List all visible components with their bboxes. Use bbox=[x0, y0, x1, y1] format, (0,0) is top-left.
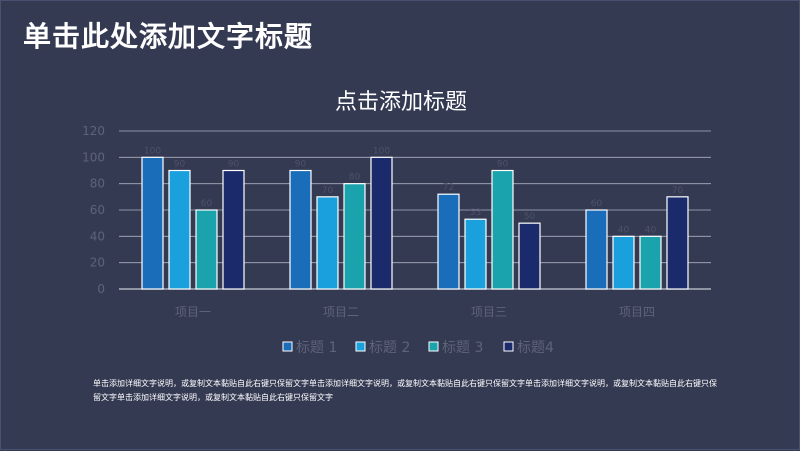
bar bbox=[639, 235, 662, 290]
data-label: 60 bbox=[201, 199, 213, 209]
x-category-label: 项目二 bbox=[323, 305, 359, 319]
data-label: 100 bbox=[144, 146, 161, 156]
bar bbox=[464, 218, 487, 290]
legend-swatch bbox=[355, 341, 366, 352]
bar bbox=[437, 193, 460, 290]
y-tick-label: 60 bbox=[90, 203, 105, 217]
bar bbox=[491, 169, 514, 290]
data-label: 50 bbox=[524, 212, 536, 222]
bar bbox=[370, 156, 393, 290]
chart-labels: 0 20 40 60 80 100 120 100 90 60 90 项目一 90 70 80 100 项目二 7… bbox=[82, 124, 683, 319]
data-label: 90 bbox=[228, 160, 240, 170]
data-label: 72 bbox=[443, 183, 454, 193]
slide-title: 单击此处添加文字标题 bbox=[23, 20, 314, 53]
x-category-label: 项目一 bbox=[175, 305, 211, 319]
bar bbox=[141, 156, 164, 290]
y-tick-label: 0 bbox=[97, 282, 105, 296]
y-tick-label: 40 bbox=[90, 229, 105, 243]
chart-grid bbox=[119, 130, 711, 290]
data-label: 60 bbox=[591, 199, 603, 209]
legend-label: 标题4 bbox=[517, 340, 554, 356]
data-label: 40 bbox=[645, 225, 657, 235]
x-category-label: 项目三 bbox=[471, 305, 507, 319]
chart-bars bbox=[141, 156, 689, 290]
caption-text: 单击添加详细文字说明，或复制文本黏贴自此右键只保留文字单击添加详细文字说明，或复… bbox=[93, 379, 717, 402]
data-label: 53 bbox=[470, 208, 481, 218]
bar bbox=[222, 169, 245, 290]
bar bbox=[316, 196, 339, 290]
legend-swatch bbox=[503, 341, 514, 352]
x-category-label: 项目四 bbox=[619, 305, 655, 319]
data-label: 90 bbox=[497, 160, 509, 170]
bar bbox=[343, 183, 366, 290]
legend-label: 标题 1 bbox=[296, 340, 337, 356]
bar bbox=[612, 235, 635, 290]
y-tick-label: 120 bbox=[82, 124, 105, 138]
data-label: 70 bbox=[672, 186, 684, 196]
bar bbox=[168, 169, 191, 290]
chart-title: 点击添加标题 bbox=[335, 90, 467, 115]
chart-legend: 标题 1 标题 2 标题 3 标题4 bbox=[282, 340, 554, 356]
data-label: 40 bbox=[618, 225, 630, 235]
bar bbox=[195, 209, 218, 290]
data-label: 100 bbox=[373, 146, 390, 156]
legend-swatch bbox=[282, 341, 293, 352]
bar bbox=[585, 209, 608, 290]
y-tick-label: 100 bbox=[82, 150, 105, 164]
legend-swatch bbox=[428, 341, 439, 352]
legend-label: 标题 2 bbox=[369, 340, 410, 356]
data-label: 80 bbox=[349, 173, 361, 183]
data-label: 90 bbox=[295, 160, 307, 170]
legend-label: 标题 3 bbox=[442, 340, 483, 356]
bar bbox=[289, 169, 312, 290]
data-label: 90 bbox=[174, 160, 186, 170]
data-label: 70 bbox=[322, 186, 334, 196]
y-tick-label: 20 bbox=[90, 256, 105, 270]
bar bbox=[666, 196, 689, 290]
bar bbox=[518, 222, 541, 290]
y-tick-label: 80 bbox=[90, 177, 105, 191]
